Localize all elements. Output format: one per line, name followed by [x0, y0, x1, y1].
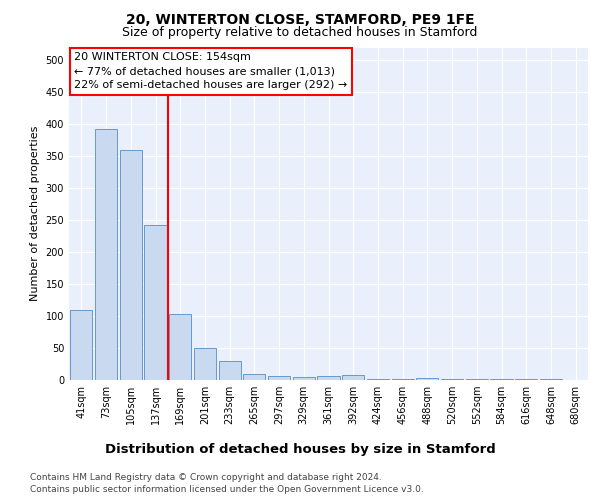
Bar: [317, 376, 340, 380]
Text: Distribution of detached houses by size in Stamford: Distribution of detached houses by size …: [104, 442, 496, 456]
Text: Contains public sector information licensed under the Open Government Licence v3: Contains public sector information licen…: [30, 485, 424, 494]
Bar: [342, 375, 364, 380]
Y-axis label: Number of detached properties: Number of detached properties: [30, 126, 40, 302]
Bar: [169, 314, 191, 380]
Bar: [540, 378, 562, 380]
Bar: [268, 376, 290, 380]
Text: Size of property relative to detached houses in Stamford: Size of property relative to detached ho…: [122, 26, 478, 39]
Bar: [70, 310, 92, 380]
Bar: [95, 128, 117, 380]
Bar: [293, 377, 315, 380]
Bar: [145, 224, 167, 380]
Text: 20, WINTERTON CLOSE, STAMFORD, PE9 1FE: 20, WINTERTON CLOSE, STAMFORD, PE9 1FE: [125, 12, 475, 26]
Text: 20 WINTERTON CLOSE: 154sqm
← 77% of detached houses are smaller (1,013)
22% of s: 20 WINTERTON CLOSE: 154sqm ← 77% of deta…: [74, 52, 347, 90]
Bar: [243, 374, 265, 380]
Bar: [218, 361, 241, 380]
Bar: [194, 348, 216, 380]
Text: Contains HM Land Registry data © Crown copyright and database right 2024.: Contains HM Land Registry data © Crown c…: [30, 472, 382, 482]
Bar: [119, 150, 142, 380]
Bar: [416, 378, 439, 380]
